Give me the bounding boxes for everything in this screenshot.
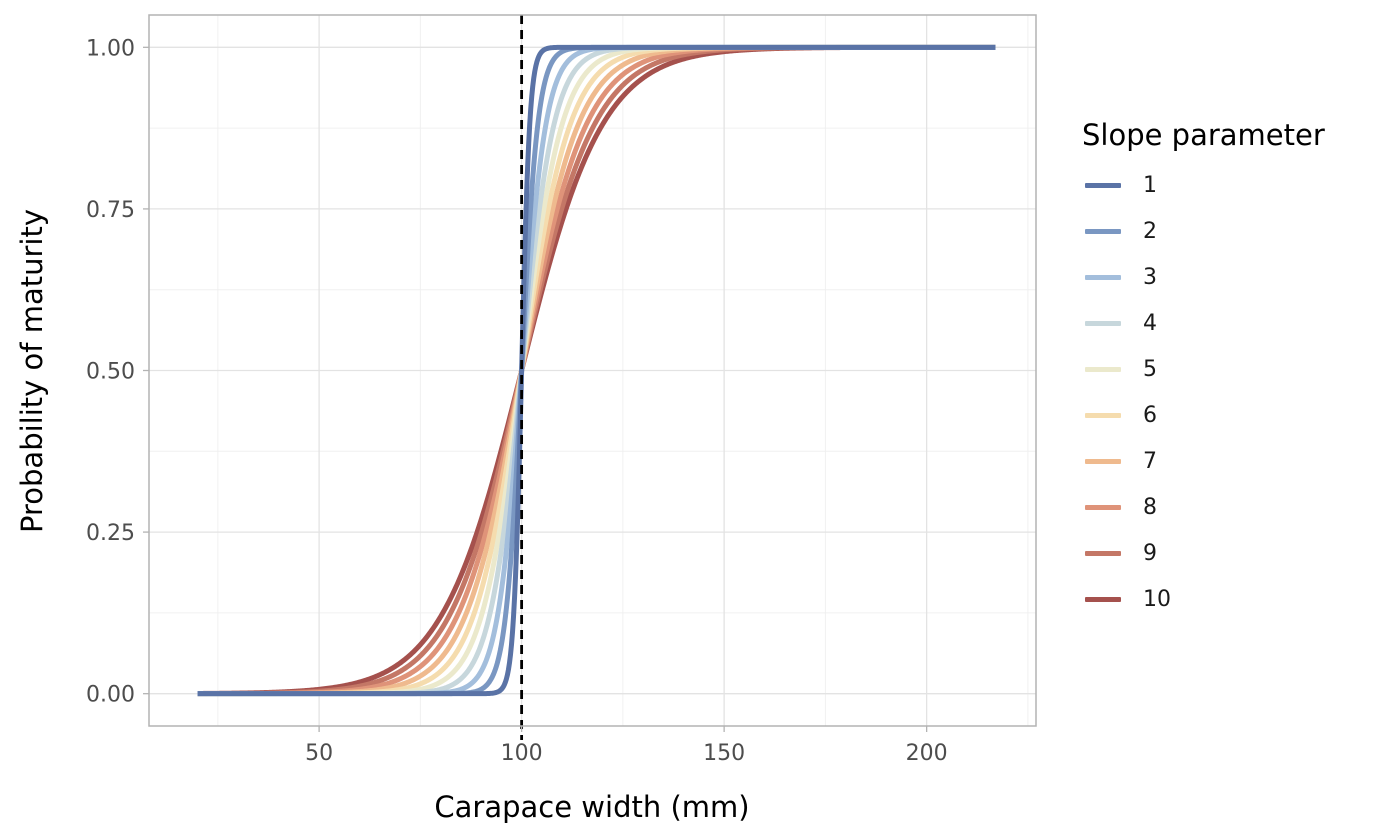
legend-key-swatch: [1085, 320, 1121, 326]
y-tick-label: 0.50: [86, 360, 135, 385]
legend-key-swatch: [1085, 412, 1121, 418]
legend-item-slope-9: 9: [1082, 530, 1392, 576]
y-tick-label: 0.75: [86, 198, 135, 223]
legend-item-slope-10: 10: [1082, 576, 1392, 622]
curve-series: [196, 44, 997, 697]
legend-label: 3: [1143, 264, 1157, 290]
x-axis-ticks: 50 100 150 200: [305, 726, 948, 766]
legend-item-slope-1: 1: [1082, 162, 1392, 208]
legend-item-slope-7: 7: [1082, 438, 1392, 484]
legend-label: 10: [1143, 586, 1171, 612]
x-tick-label: 200: [906, 741, 948, 766]
legend-label: 1: [1143, 172, 1157, 198]
legend-items: 1 2 3 4 5 6 7 8 9 10: [1082, 162, 1392, 622]
y-tick-label: 0.25: [86, 521, 135, 546]
legend-key-swatch: [1085, 228, 1121, 234]
legend-label: 2: [1143, 218, 1157, 244]
legend-key-swatch: [1085, 596, 1121, 602]
legend-item-slope-2: 2: [1082, 208, 1392, 254]
y-tick-label: 0.00: [86, 683, 135, 708]
x-tick-label: 150: [703, 741, 745, 766]
x-tick-label: 50: [305, 741, 333, 766]
legend-key-swatch: [1085, 274, 1121, 280]
curve-slope-1: [196, 44, 997, 697]
legend-key-swatch: [1085, 458, 1121, 464]
legend: Slope parameter 1 2 3 4 5 6 7 8 9 10: [1082, 112, 1392, 622]
legend-label: 5: [1143, 356, 1157, 382]
x-axis-title: Carapace width (mm): [434, 790, 749, 824]
legend-title: Slope parameter: [1082, 118, 1325, 152]
x-tick-label: 100: [501, 741, 543, 766]
legend-item-slope-8: 8: [1082, 484, 1392, 530]
legend-label: 4: [1143, 310, 1157, 336]
legend-key-swatch: [1085, 366, 1121, 372]
legend-key-swatch: [1085, 550, 1121, 556]
legend-item-slope-3: 3: [1082, 254, 1392, 300]
major-gridlines: [149, 15, 1036, 726]
legend-label: 9: [1143, 540, 1157, 566]
legend-label: 7: [1143, 448, 1157, 474]
legend-label: 8: [1143, 494, 1157, 520]
legend-key-swatch: [1085, 504, 1121, 510]
legend-key-swatch: [1085, 182, 1121, 188]
y-axis-title: Probability of maturity: [15, 209, 49, 533]
y-tick-label: 1.00: [86, 36, 135, 61]
y-axis-ticks: 0.00 0.25 0.50 0.75 1.00: [86, 36, 149, 708]
legend-item-slope-6: 6: [1082, 392, 1392, 438]
legend-item-slope-4: 4: [1082, 300, 1392, 346]
legend-item-slope-5: 5: [1082, 346, 1392, 392]
legend-label: 6: [1143, 402, 1157, 428]
